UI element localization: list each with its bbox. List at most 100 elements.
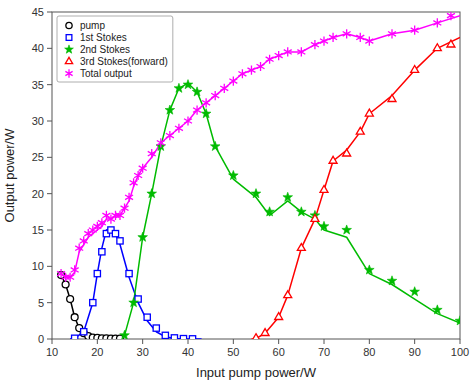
- y-tick-label: 45: [32, 6, 44, 18]
- data-point: [147, 189, 157, 198]
- x-tick-label: 40: [182, 346, 194, 358]
- data-point: [180, 336, 186, 339]
- data-point: [447, 40, 455, 47]
- data-point: [283, 192, 293, 201]
- data-point: [120, 330, 130, 339]
- y-tick: [47, 230, 52, 231]
- legend-marker: [65, 57, 72, 63]
- data-point: [139, 164, 147, 173]
- data-point: [388, 29, 396, 38]
- data-point: [343, 149, 351, 156]
- data-point: [189, 336, 195, 339]
- data-point: [138, 232, 148, 241]
- data-point: [342, 225, 352, 234]
- x-tick: [52, 339, 53, 344]
- legend-marker: [66, 22, 72, 28]
- y-tick-label: 25: [32, 151, 44, 163]
- data-point: [166, 131, 174, 140]
- series-line: [120, 83, 460, 339]
- data-point: [112, 231, 118, 237]
- data-point: [311, 40, 319, 49]
- data-point: [72, 335, 78, 339]
- data-point: [202, 98, 210, 107]
- data-point: [266, 55, 274, 64]
- data-point: [220, 84, 228, 93]
- y-tick: [47, 266, 52, 267]
- y-tick: [47, 84, 52, 85]
- data-point: [111, 211, 119, 220]
- data-point: [192, 87, 202, 96]
- data-point: [433, 44, 441, 51]
- series-line: [61, 16, 460, 278]
- y-tick: [47, 121, 52, 122]
- x-tick: [324, 339, 325, 344]
- data-point: [343, 29, 351, 38]
- data-point: [81, 329, 87, 335]
- x-tick-label: 10: [46, 346, 58, 358]
- chart: 102030405060708090100051015202530354045I…: [0, 0, 474, 385]
- x-axis-label: Input pump power/W: [196, 365, 317, 380]
- data-point: [247, 66, 255, 75]
- y-tick: [47, 302, 52, 303]
- y-tick: [47, 193, 52, 194]
- data-point: [71, 314, 78, 321]
- data-point: [75, 244, 83, 253]
- data-point: [125, 193, 133, 202]
- y-tick-label: 10: [32, 260, 44, 272]
- data-point: [193, 106, 201, 115]
- y-axis-label: Output power/W: [2, 128, 17, 223]
- data-point: [153, 325, 159, 331]
- data-point: [387, 276, 397, 285]
- data-point: [117, 238, 123, 244]
- legend-label: 1st Stokes: [80, 32, 127, 43]
- data-point: [144, 314, 150, 320]
- data-point: [284, 291, 292, 298]
- data-point: [455, 316, 460, 325]
- data-point: [329, 156, 337, 163]
- data-point: [411, 26, 419, 35]
- data-point: [284, 47, 292, 56]
- data-point: [90, 300, 96, 306]
- data-point: [365, 265, 375, 274]
- data-point: [251, 189, 261, 198]
- data-point: [62, 273, 70, 282]
- y-tick-label: 20: [32, 188, 44, 200]
- data-point: [165, 105, 175, 114]
- data-point: [411, 66, 419, 73]
- data-point: [116, 211, 124, 220]
- data-point: [365, 36, 373, 45]
- x-tick: [414, 339, 415, 344]
- series-line: [59, 272, 120, 339]
- y-tick: [47, 339, 52, 340]
- data-point: [175, 124, 183, 133]
- y-tick-label: 35: [32, 79, 44, 91]
- y-tick-label: 30: [32, 115, 44, 127]
- data-point: [171, 335, 177, 339]
- legend-marker: [65, 45, 74, 53]
- y-tick-label: 40: [32, 42, 44, 54]
- data-point: [433, 18, 441, 27]
- data-point: [210, 141, 220, 150]
- data-point: [275, 51, 283, 60]
- y-tick-label: 15: [32, 224, 44, 236]
- data-point: [134, 171, 142, 180]
- legend-label: 3rd Stokes(forward): [80, 56, 168, 67]
- x-tick: [142, 339, 143, 344]
- legend-marker: [65, 69, 72, 77]
- x-tick-label: 60: [273, 346, 285, 358]
- x-tick-label: 30: [137, 346, 149, 358]
- x-tick-label: 50: [227, 346, 239, 358]
- x-tick: [97, 339, 98, 344]
- y-tick: [47, 157, 52, 158]
- data-point: [257, 62, 265, 71]
- legend-label: Total output: [80, 68, 132, 79]
- data-point: [211, 91, 219, 100]
- x-tick: [233, 339, 234, 344]
- data-point: [320, 185, 328, 192]
- data-point: [71, 265, 79, 274]
- y-tick: [47, 48, 52, 49]
- data-point: [80, 236, 88, 245]
- data-point: [130, 178, 138, 187]
- legend-label: pump: [80, 20, 105, 31]
- data-point: [320, 36, 328, 45]
